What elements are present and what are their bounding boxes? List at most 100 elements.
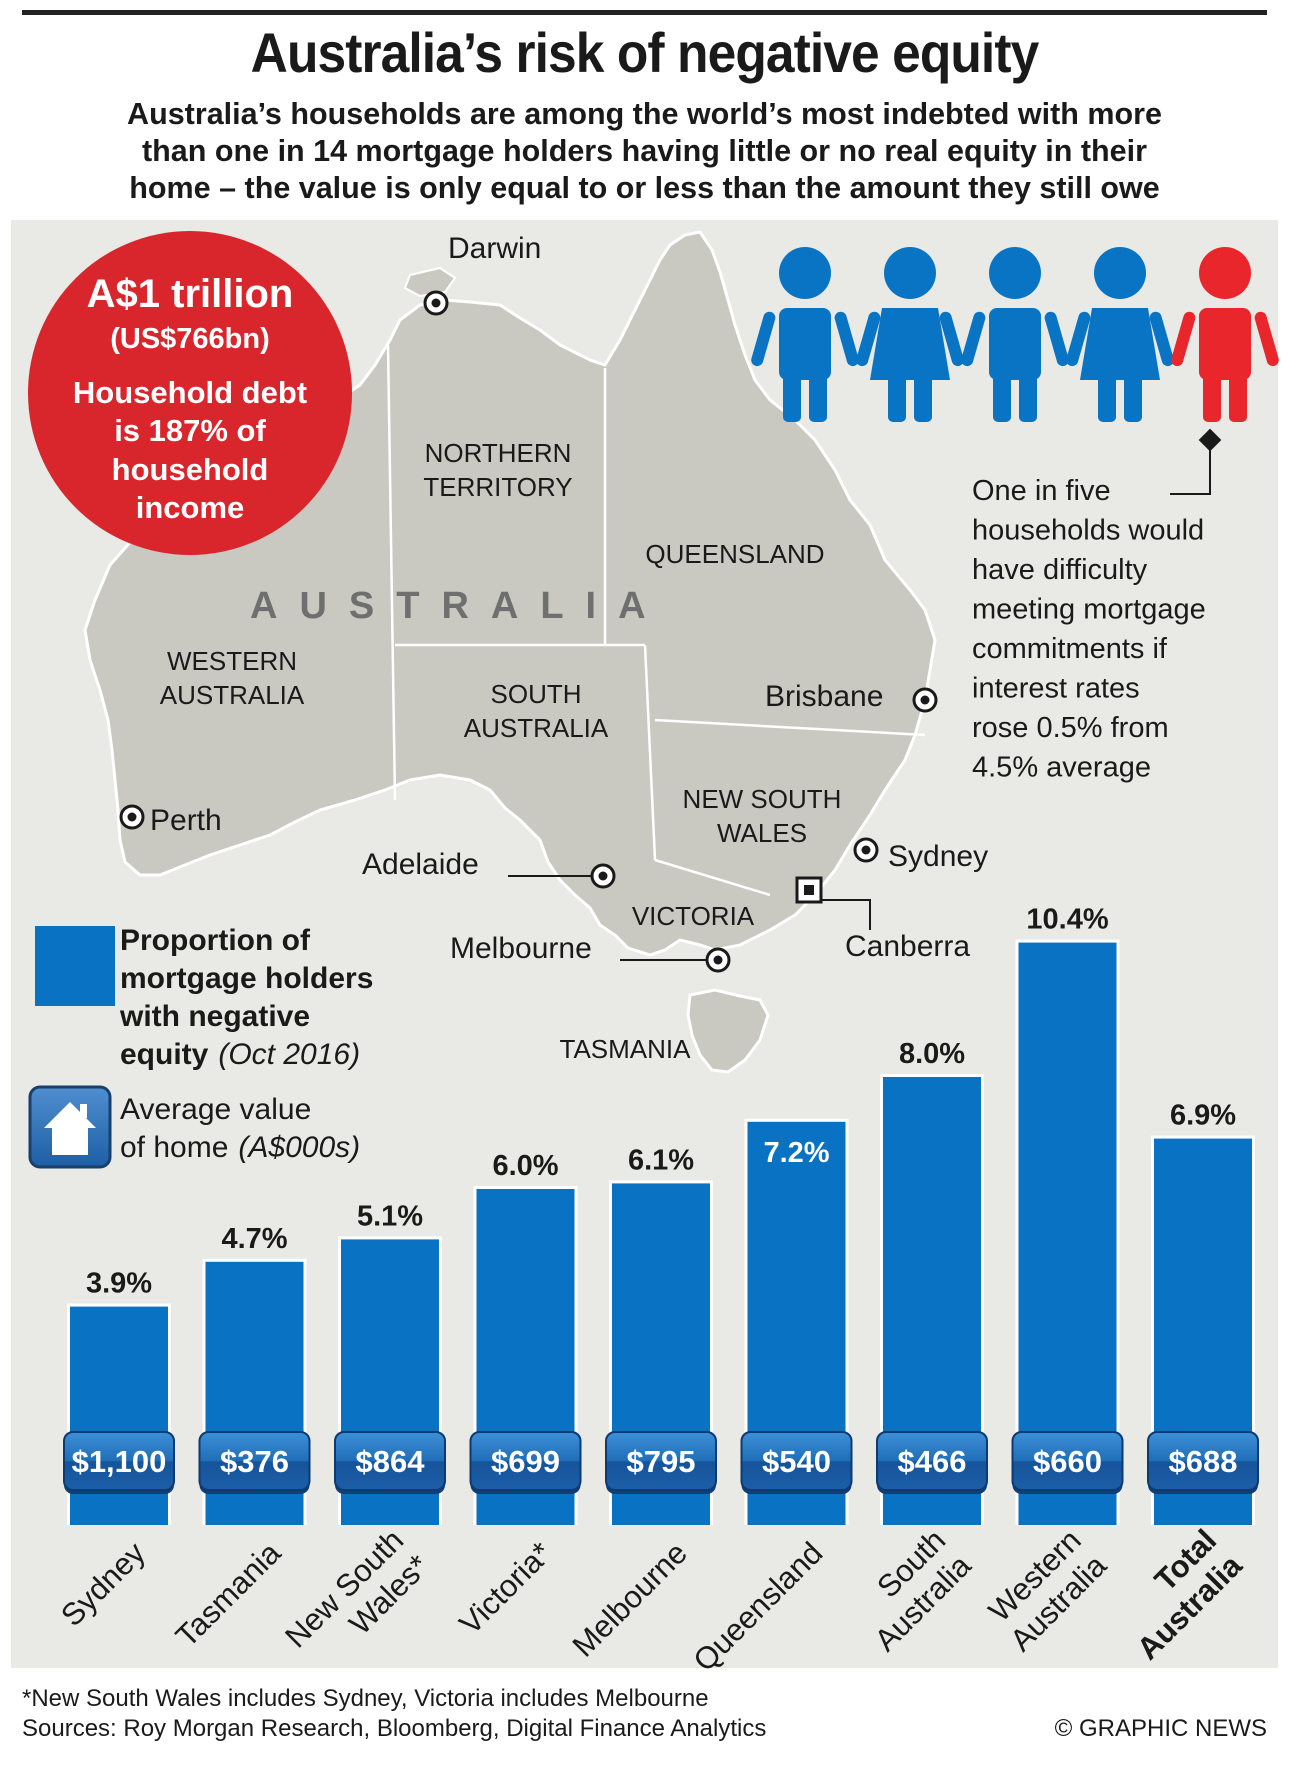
- person-icon: [961, 247, 1069, 422]
- top-rule: [22, 10, 1267, 15]
- home-value-label: $864: [356, 1444, 426, 1479]
- page-title: Australia’s risk of negative equity: [250, 21, 1040, 84]
- home-value-box: [63, 1431, 175, 1491]
- home-value-label: $1,100: [72, 1444, 167, 1479]
- leader-diamond-icon: [1198, 428, 1222, 452]
- city-markers: [119, 290, 938, 973]
- home-value-box: [740, 1431, 853, 1491]
- home-value-label: $376: [220, 1444, 289, 1479]
- people-callout-text: One in five households would have difficul…: [972, 475, 1206, 784]
- subtitle: Australia’s households are among the wor…: [30, 96, 1259, 208]
- city-label-melbourne: Melbourne: [450, 932, 592, 965]
- subtitle-line: than one in 14 mortgage holders having l…: [142, 134, 1147, 169]
- city-marker-icon: [912, 687, 938, 713]
- debt-text-line: income: [136, 490, 245, 525]
- people-callout-line: One in five: [972, 475, 1111, 507]
- region-label-nt: NORTHERN TERRITORY: [423, 438, 572, 502]
- people-row: [751, 247, 1279, 422]
- region-label-qld: QUEENSLAND: [645, 539, 824, 569]
- category-label: Tasmania: [169, 1535, 288, 1654]
- legend-bar-label-line: Proportion of: [120, 924, 311, 957]
- home-value-box: [334, 1431, 446, 1491]
- legend-bar-swatch: [35, 926, 115, 1006]
- people-callout-line: have difficulty: [972, 554, 1148, 586]
- subtitle-line: Australia’s households are among the wor…: [127, 97, 1162, 131]
- city-marker-icon: [590, 863, 616, 889]
- city-label-perth: Perth: [150, 804, 222, 837]
- debt-text-line: Household debt: [73, 375, 307, 410]
- category-label: TotalAustralia: [1105, 1522, 1250, 1667]
- legend-bar-label-line: with negative: [119, 1000, 310, 1033]
- debt-text-line: household: [112, 452, 269, 487]
- category-label: Sydney: [54, 1535, 152, 1633]
- region-label-tas: TASMANIA: [560, 1034, 692, 1064]
- people-leader: [1170, 440, 1211, 495]
- bar-value-label: 6.9%: [1170, 1100, 1236, 1132]
- house-icon: [28, 1085, 112, 1169]
- category-label: WesternAustralia: [978, 1522, 1114, 1658]
- home-value-label: $699: [491, 1444, 560, 1479]
- country-label: AUSTRALIA: [250, 585, 668, 627]
- person-icon: [1171, 247, 1279, 422]
- footnote: *New South Wales includes Sydney, Victor…: [22, 1685, 709, 1712]
- bar-value-label: 5.1%: [357, 1200, 423, 1232]
- city-marker-icon: [423, 290, 449, 316]
- city-label-sydney: Sydney: [888, 840, 988, 873]
- category-label: Melbourne: [566, 1535, 694, 1663]
- infographic-svg: AUSTRALIA NORTHERN TERRITORY QUEENSLAND W…: [28, 230, 1279, 1679]
- sources: Sources: Roy Morgan Research, Bloomberg,…: [22, 1715, 767, 1742]
- region-label-vic: VICTORIA: [632, 901, 755, 931]
- legend: Proportion of mortgage holders with nega…: [28, 924, 373, 1169]
- debt-text-line: is 187% of: [114, 413, 266, 448]
- people-callout-line: meeting mortgage: [972, 594, 1206, 626]
- debt-amount: A$1 trillion: [87, 272, 294, 316]
- people-callout-line: rose 0.5% from: [972, 712, 1169, 744]
- city-label-brisbane: Brisbane: [765, 680, 883, 713]
- home-value-label: $466: [898, 1444, 967, 1479]
- australia-map: [83, 230, 937, 1074]
- bar-value-label: 7.2%: [763, 1137, 829, 1169]
- category-label: Queensland: [686, 1535, 829, 1678]
- people-callout-line: commitments if: [972, 633, 1168, 665]
- melville-island: [403, 266, 457, 298]
- city-label-adelaide: Adelaide: [362, 848, 479, 881]
- tasmania-shape: [686, 988, 770, 1074]
- home-value-label: $795: [627, 1444, 696, 1479]
- person-icon: [1066, 247, 1174, 422]
- city-leaders: [508, 875, 871, 961]
- capital-marker-icon: [795, 876, 823, 904]
- legend-home-label-line: Average value: [120, 1093, 311, 1126]
- debt-callout: A$1 trillion (US$766bn) Household debt i…: [28, 231, 352, 555]
- bar-value-label: 6.1%: [628, 1144, 694, 1176]
- home-value-label: $660: [1033, 1444, 1102, 1479]
- region-label-sa: SOUTH AUSTRALIA: [464, 679, 609, 743]
- home-value-box: [1011, 1431, 1124, 1491]
- bar: [1018, 942, 1117, 1525]
- category-label: SouthAustralia: [842, 1522, 978, 1658]
- people-callout-line: households would: [972, 515, 1204, 547]
- home-value-box: [198, 1431, 311, 1491]
- people-callout-line: interest rates: [972, 673, 1140, 705]
- category-label: Victoria*: [452, 1535, 558, 1641]
- city-label-darwin: Darwin: [448, 232, 541, 265]
- legend-bar-label-line: mortgage holders: [120, 962, 373, 995]
- bar-value-label: 3.9%: [86, 1268, 152, 1300]
- footer: *New South Wales includes Sydney, Victor…: [22, 1684, 766, 1744]
- people-callout-line: 4.5% average: [972, 752, 1151, 784]
- bar-value-label: 10.4%: [1026, 904, 1108, 936]
- mainland-shape: [83, 230, 937, 957]
- region-label-nsw: NEW SOUTH WALES: [683, 784, 842, 848]
- credit: © GRAPHIC NEWS: [1054, 1715, 1267, 1742]
- category-label: New SouthWales*: [278, 1522, 435, 1679]
- home-value-box: [1147, 1431, 1259, 1491]
- legend-home-label-line: of home (A$000s): [120, 1131, 360, 1164]
- home-value-label: $688: [1169, 1444, 1238, 1479]
- bar-value-label: 6.0%: [492, 1150, 558, 1182]
- city-marker-icon: [853, 837, 879, 863]
- state-borders: [386, 344, 926, 897]
- city-label-canberra: Canberra: [845, 930, 970, 963]
- person-icon: [856, 247, 964, 422]
- home-value-box: [469, 1431, 582, 1491]
- bar-value-label: 4.7%: [221, 1223, 287, 1255]
- subtitle-line: home – the value is only equal to or les…: [129, 171, 1160, 206]
